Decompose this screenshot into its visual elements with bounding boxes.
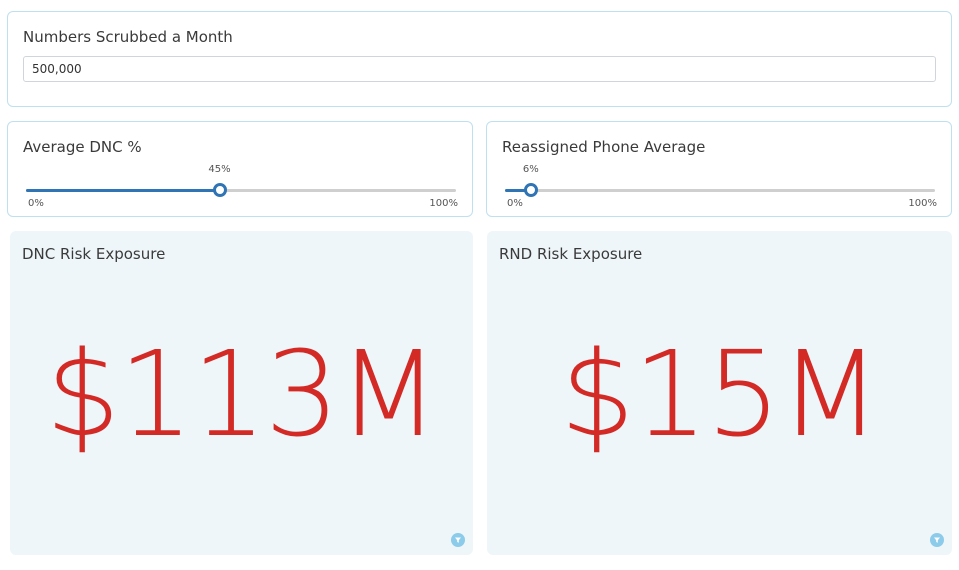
slider-thumb[interactable] — [523, 183, 538, 197]
slider-track[interactable] — [26, 189, 456, 192]
average-dnc-card: Average DNC % 45% 0% 100% — [7, 121, 473, 217]
slider-value-label: 45% — [208, 164, 231, 175]
average-dnc-label: Average DNC % — [23, 138, 142, 156]
rnd-risk-value: $15M — [559, 325, 881, 463]
average-dnc-slider[interactable]: 45% 0% 100% — [26, 164, 458, 209]
reassigned-phone-label: Reassigned Phone Average — [502, 138, 706, 156]
slider-min-label: 0% — [507, 198, 523, 209]
dnc-risk-value: $113M — [45, 325, 439, 463]
slider-thumb[interactable] — [212, 183, 227, 197]
filter-icon[interactable] — [930, 533, 944, 547]
slider-max-label: 100% — [429, 198, 458, 209]
slider-fill — [26, 189, 220, 192]
slider-min-label: 0% — [28, 198, 44, 209]
dnc-risk-panel: DNC Risk Exposure $113M — [10, 231, 473, 555]
slider-fill — [505, 189, 531, 192]
slider-track[interactable] — [505, 189, 935, 192]
rnd-risk-panel: RND Risk Exposure $15M — [487, 231, 952, 555]
slider-max-label: 100% — [908, 198, 937, 209]
filter-icon[interactable] — [451, 533, 465, 547]
slider-value-label: 6% — [522, 164, 539, 175]
reassigned-phone-slider[interactable]: 6% 0% 100% — [505, 164, 937, 209]
dnc-risk-title: DNC Risk Exposure — [22, 245, 166, 263]
numbers-scrubbed-input[interactable] — [23, 56, 936, 82]
reassigned-phone-card: Reassigned Phone Average 6% 0% 100% — [486, 121, 952, 217]
rnd-risk-title: RND Risk Exposure — [499, 245, 643, 263]
numbers-scrubbed-card: Numbers Scrubbed a Month — [7, 11, 952, 107]
numbers-scrubbed-label: Numbers Scrubbed a Month — [23, 28, 233, 46]
